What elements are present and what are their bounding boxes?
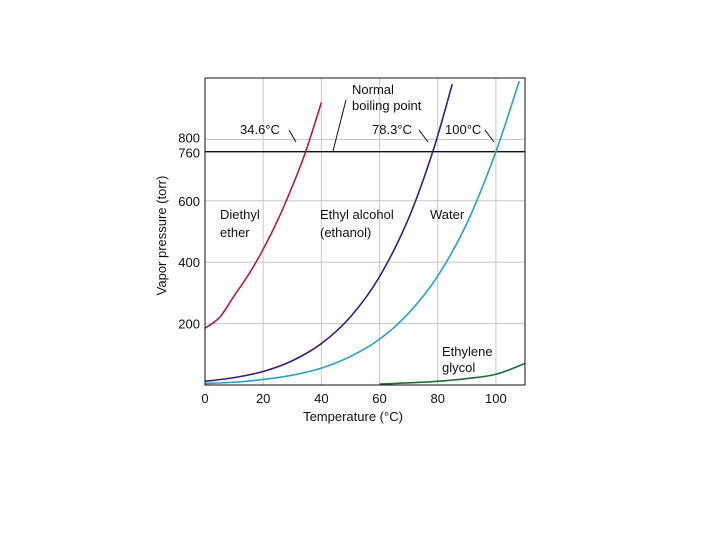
x-axis-title: Temperature (°C)	[303, 409, 403, 424]
leader-normal-bp	[332, 99, 347, 152]
annotation-bp-water: 100°C	[445, 122, 481, 137]
label-ethanol-line1: Ethyl alcohol	[320, 207, 394, 222]
label-ethanol-line2: (ethanol)	[320, 225, 371, 240]
y-tick-label: 600	[178, 194, 200, 209]
series-line-diethyl-ether	[205, 102, 323, 329]
x-tick-label: 40	[314, 391, 328, 406]
y-tick-label: 400	[178, 255, 200, 270]
x-tick-label: 80	[430, 391, 444, 406]
label-water: Water	[430, 207, 465, 222]
x-tick-label: 100	[485, 391, 507, 406]
grid	[205, 78, 525, 385]
y-tick-label: 760	[178, 146, 200, 161]
annotation-normal-bp-line1: Normal	[352, 82, 394, 97]
leader-bp-water	[484, 129, 495, 143]
series-line-ethylene-glycol	[379, 362, 525, 385]
series-line-water	[205, 80, 520, 385]
y-tick-label: 800	[178, 130, 200, 145]
plot-frame	[204, 77, 526, 386]
label-ethylene-glycol-line1: Ethylene	[442, 344, 493, 359]
annotation-normal-bp-line2: boiling point	[352, 98, 422, 113]
series-line-ethyl-alcohol-ethanol	[205, 83, 454, 383]
x-tick-label: 20	[256, 391, 270, 406]
leader-bp-ethanol	[418, 129, 429, 143]
x-tick-label: 0	[201, 391, 208, 406]
annotation-bp-ether: 34.6°C	[240, 122, 280, 137]
y-axis-title: Vapor pressure (torr)	[154, 176, 169, 296]
label-diethyl-ether-line1: Diethyl	[220, 207, 260, 222]
leader-bp-ether	[288, 129, 297, 143]
label-ethylene-glycol-line2: glycol	[442, 360, 475, 375]
y-tick-label: 200	[178, 317, 200, 332]
x-tick-label: 60	[372, 391, 386, 406]
label-diethyl-ether-line2: ether	[220, 225, 250, 240]
series-group	[205, 80, 525, 385]
annotation-bp-ethanol: 78.3°C	[372, 122, 412, 137]
